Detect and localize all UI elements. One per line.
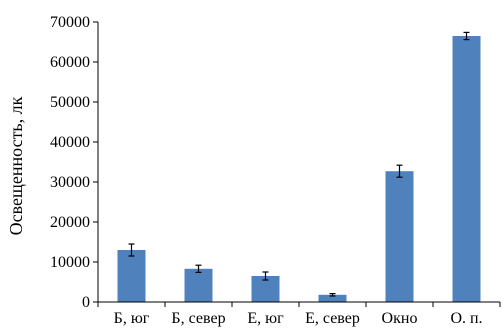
bar (184, 268, 213, 302)
y-tick-label: 40000 (50, 134, 90, 151)
x-tick-label: Б, север (171, 310, 225, 327)
y-tick-label: 10000 (50, 254, 90, 271)
y-tick-label: 0 (82, 294, 90, 311)
x-axis-ticks: Б, юг Б, север Е, юг Е, север Окно О. п. (97, 302, 501, 327)
x-tick-label: О. п. (450, 310, 482, 327)
error-bars (128, 31, 470, 297)
y-tick-label: 60000 (50, 54, 90, 71)
x-tick-label: Е, юг (247, 310, 284, 327)
bar (385, 171, 414, 302)
bar (452, 36, 481, 302)
bar (318, 294, 347, 302)
bar (117, 250, 146, 302)
y-tick-label: 70000 (50, 14, 90, 31)
x-tick-label: Б, юг (114, 310, 150, 327)
y-axis-ticks: 0 10000 20000 30000 40000 50000 60000 70000 (50, 14, 98, 311)
y-axis-title: Освещенность, лк (6, 96, 26, 235)
y-tick-label: 50000 (50, 94, 90, 111)
x-tick-label: Окно (382, 310, 418, 327)
y-tick-label: 20000 (50, 214, 90, 231)
y-tick-label: 30000 (50, 174, 90, 191)
bars (117, 36, 481, 302)
x-tick-label: Е, север (305, 310, 360, 327)
